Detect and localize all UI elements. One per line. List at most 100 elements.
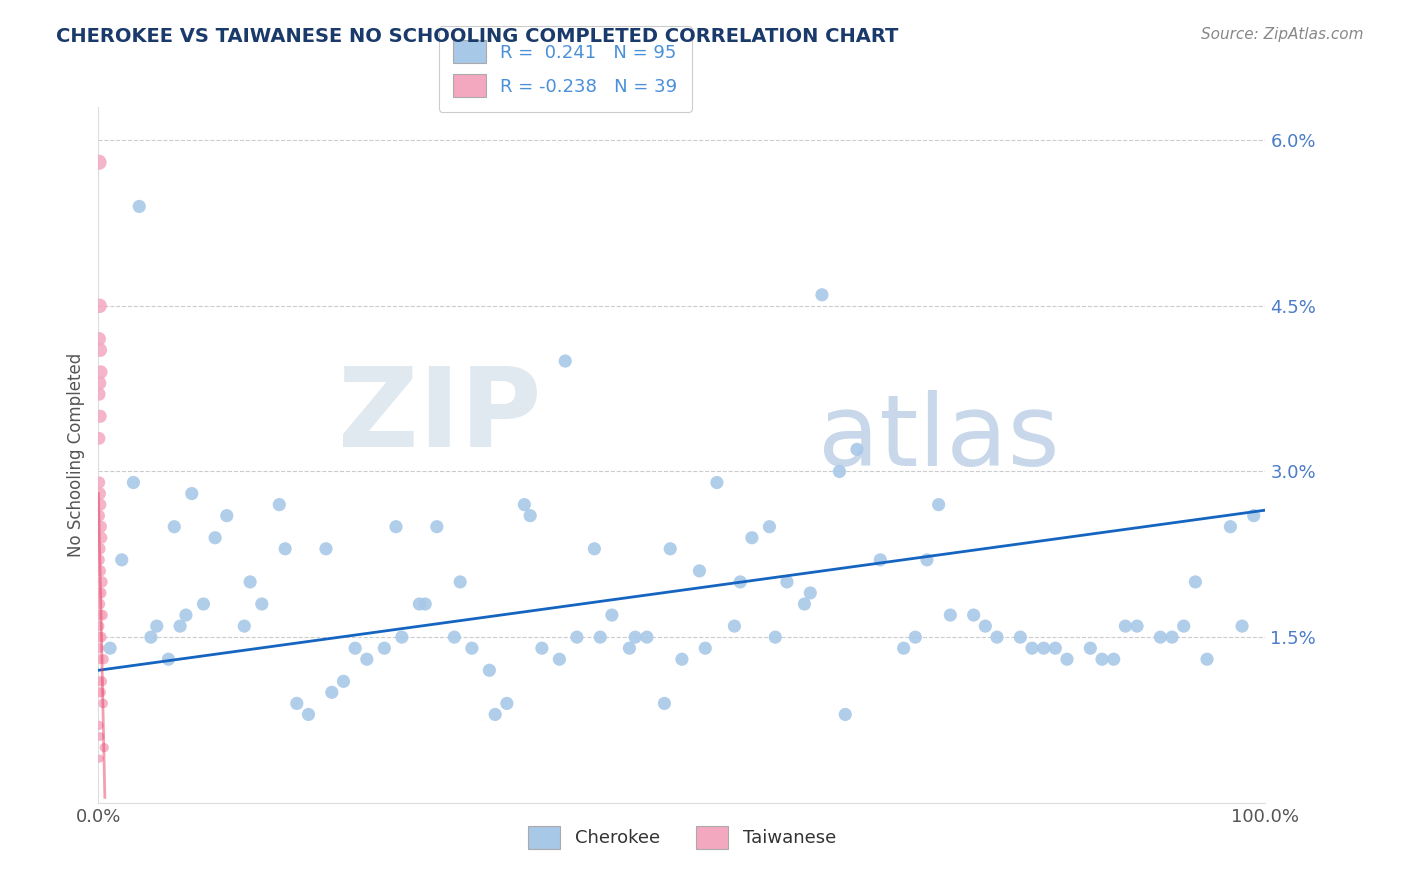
Point	[87, 586, 110, 600]
Point	[87, 155, 110, 169]
Point	[1080, 641, 1102, 656]
Point	[269, 498, 291, 512]
Point	[204, 531, 226, 545]
Point	[90, 531, 112, 545]
Point	[671, 652, 693, 666]
Point	[530, 641, 553, 656]
Point	[496, 697, 519, 711]
Point	[478, 663, 501, 677]
Point	[128, 199, 150, 213]
Point	[250, 597, 273, 611]
Point	[763, 630, 786, 644]
Y-axis label: No Schooling Completed: No Schooling Completed	[66, 353, 84, 557]
Point	[89, 498, 111, 512]
Point	[87, 508, 110, 523]
Point	[939, 608, 962, 623]
Point	[239, 574, 262, 589]
Point	[1197, 652, 1219, 666]
Point	[519, 508, 541, 523]
Point	[385, 519, 408, 533]
Point	[548, 652, 571, 666]
Point	[1021, 641, 1043, 656]
Point	[828, 465, 851, 479]
Point	[565, 630, 588, 644]
Point	[408, 597, 430, 611]
Point	[834, 707, 856, 722]
Point	[1114, 619, 1136, 633]
Point	[90, 586, 112, 600]
Point	[974, 619, 997, 633]
Point	[624, 630, 647, 644]
Point	[583, 541, 606, 556]
Point	[356, 652, 378, 666]
Point	[111, 553, 134, 567]
Text: CHEROKEE VS TAIWANESE NO SCHOOLING COMPLETED CORRELATION CHART: CHEROKEE VS TAIWANESE NO SCHOOLING COMPL…	[56, 27, 898, 45]
Point	[89, 652, 111, 666]
Point	[723, 619, 745, 633]
Point	[619, 641, 641, 656]
Point	[776, 574, 799, 589]
Point	[89, 751, 111, 765]
Point	[1056, 652, 1078, 666]
Point	[89, 299, 111, 313]
Point	[87, 431, 110, 445]
Point	[90, 365, 112, 379]
Point	[87, 475, 110, 490]
Point	[1243, 508, 1265, 523]
Point	[636, 630, 658, 644]
Point	[654, 697, 676, 711]
Point	[1102, 652, 1125, 666]
Point	[274, 541, 297, 556]
Point	[600, 608, 623, 623]
Point	[413, 597, 436, 611]
Point	[986, 630, 1008, 644]
Point	[89, 630, 111, 644]
Point	[554, 354, 576, 368]
Point	[373, 641, 395, 656]
Point	[89, 685, 111, 699]
Point	[1149, 630, 1171, 644]
Point	[846, 442, 869, 457]
Point	[89, 409, 111, 424]
Point	[688, 564, 710, 578]
Text: atlas: atlas	[818, 390, 1060, 487]
Point	[484, 707, 506, 722]
Point	[443, 630, 465, 644]
Point	[89, 486, 111, 500]
Point	[659, 541, 682, 556]
Point	[90, 519, 112, 533]
Text: Source: ZipAtlas.com: Source: ZipAtlas.com	[1201, 27, 1364, 42]
Point	[758, 519, 780, 533]
Point	[91, 608, 114, 623]
Legend: Cherokee, Taiwanese: Cherokee, Taiwanese	[520, 819, 844, 856]
Point	[928, 498, 950, 512]
Point	[332, 674, 354, 689]
Point	[163, 519, 186, 533]
Point	[1126, 619, 1149, 633]
Point	[87, 718, 110, 732]
Point	[89, 608, 111, 623]
Point	[87, 619, 110, 633]
Point	[915, 553, 938, 567]
Point	[799, 586, 821, 600]
Point	[89, 564, 111, 578]
Point	[87, 387, 110, 401]
Point	[1173, 619, 1195, 633]
Point	[93, 740, 115, 755]
Point	[461, 641, 484, 656]
Point	[893, 641, 915, 656]
Point	[513, 498, 536, 512]
Point	[180, 486, 202, 500]
Point	[193, 597, 215, 611]
Point	[793, 597, 815, 611]
Point	[89, 541, 111, 556]
Point	[297, 707, 319, 722]
Point	[1045, 641, 1067, 656]
Point	[89, 597, 111, 611]
Point	[122, 475, 145, 490]
Point	[695, 641, 717, 656]
Point	[449, 574, 471, 589]
Point	[904, 630, 927, 644]
Point	[174, 608, 197, 623]
Point	[93, 652, 115, 666]
